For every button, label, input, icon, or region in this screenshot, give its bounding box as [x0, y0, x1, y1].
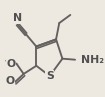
Text: O: O	[5, 76, 14, 86]
Text: NH₂: NH₂	[81, 55, 104, 65]
Text: O: O	[7, 59, 16, 69]
Text: S: S	[46, 71, 54, 81]
Text: N: N	[13, 13, 22, 23]
